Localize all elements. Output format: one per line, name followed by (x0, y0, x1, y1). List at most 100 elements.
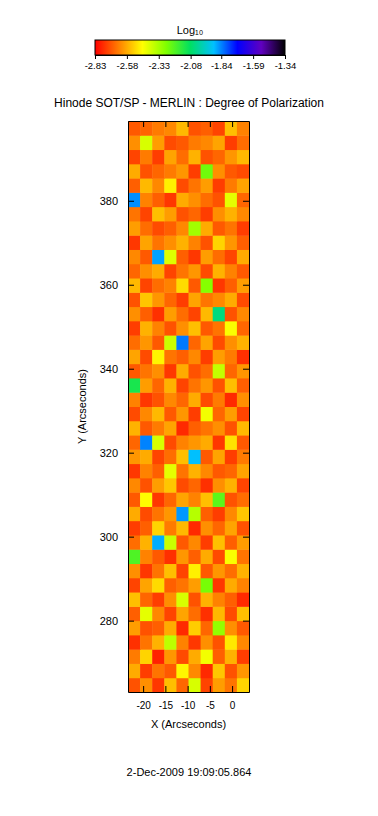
tick-mark (128, 285, 134, 286)
heatmap-cell (128, 592, 141, 607)
heatmap-cell (189, 506, 202, 521)
heatmap-cell (237, 235, 249, 250)
heatmap-cell (225, 621, 238, 636)
heatmap-cell (152, 621, 165, 636)
heatmap-cell (176, 478, 189, 493)
tick-mark (127, 55, 128, 59)
heatmap-cell (225, 335, 238, 350)
heatmap-cell (189, 221, 202, 236)
heatmap-cell (164, 464, 177, 479)
heatmap-cell (237, 621, 249, 636)
heatmap-cell (176, 649, 189, 664)
heatmap-cell (201, 492, 214, 507)
heatmap-cell (225, 492, 238, 507)
tick: -15 (159, 686, 174, 711)
heatmap-cell (152, 235, 165, 250)
heatmap-cell (164, 621, 177, 636)
heatmap-cell (140, 121, 153, 136)
tick-label: -1.84 (211, 60, 233, 71)
heatmap-cell (201, 678, 214, 692)
heatmap-cell (164, 421, 177, 436)
heatmap-cell (201, 649, 214, 664)
heatmap-cell (189, 492, 202, 507)
heatmap-cell (189, 135, 202, 150)
tick: 300 (100, 531, 134, 543)
heatmap-cell (201, 121, 214, 136)
tick-mark (143, 121, 144, 127)
heatmap-cell (225, 421, 238, 436)
heatmap-cell (189, 578, 202, 593)
heatmap-cell (189, 392, 202, 407)
heatmap-cell (213, 663, 226, 678)
tick: -1.34 (275, 55, 297, 71)
heatmap-cell (164, 435, 177, 450)
heatmap-cell (152, 392, 165, 407)
y-axis: 280300320340360380 (100, 122, 134, 693)
chart: -20-15-10-50280300320340360380X (Arcseco… (0, 0, 378, 816)
heatmap-cell (164, 135, 177, 150)
axis-line (129, 121, 250, 122)
heatmap-cell (128, 378, 141, 393)
tick (243, 369, 249, 370)
tick (243, 285, 249, 286)
heatmap-cell (140, 592, 153, 607)
heatmap-cell (164, 349, 177, 364)
heatmap-cell (152, 407, 165, 422)
heatmap-cell (213, 506, 226, 521)
tick: -2.83 (85, 55, 107, 71)
heatmap-cell (237, 392, 249, 407)
heatmap-cell (140, 606, 153, 621)
heatmap-cell (128, 435, 141, 450)
heatmap-cell (128, 249, 141, 264)
heatmap-cell (237, 407, 249, 422)
heatmap-cell (189, 349, 202, 364)
tick-mark (128, 369, 134, 370)
tick-label: -5 (206, 700, 215, 711)
tick: 380 (100, 195, 134, 207)
heatmap-cell (176, 549, 189, 564)
heatmap-cell (164, 278, 177, 293)
tick (243, 201, 249, 202)
heatmap-cell (201, 335, 214, 350)
heatmap-cell (140, 449, 153, 464)
heatmap-cell (164, 492, 177, 507)
heatmap-cell (189, 621, 202, 636)
heatmap-cell (164, 150, 177, 165)
x-axis: -20-15-10-50 (129, 686, 250, 711)
heatmap-cell (189, 407, 202, 422)
heatmap-cell (128, 535, 141, 550)
tick-mark (210, 686, 211, 692)
heatmap-cell (237, 449, 249, 464)
heatmap-cell (213, 535, 226, 550)
heatmap-cell (152, 578, 165, 593)
heatmap-cell (237, 592, 249, 607)
heatmap-cell (189, 164, 202, 179)
heatmap-cell (201, 407, 214, 422)
heatmap-cell (128, 335, 141, 350)
heatmap-cell (128, 606, 141, 621)
tick (243, 621, 249, 622)
heatmap-cell (237, 521, 249, 536)
heatmap-cell (237, 635, 249, 650)
heatmap-cell (237, 221, 249, 236)
tick-mark (243, 369, 249, 370)
heatmap-cell (164, 378, 177, 393)
heatmap-cell (225, 249, 238, 264)
subtitle: 2-Dec-2009 19:09:05.864 (127, 766, 252, 778)
heatmap-cell (152, 249, 165, 264)
heatmap-cell (140, 478, 153, 493)
tick-label: -1.34 (275, 60, 297, 71)
heatmap-cell (225, 150, 238, 165)
tick-mark (165, 686, 166, 692)
heatmap-cell (152, 449, 165, 464)
heatmap-cell (176, 207, 189, 222)
heatmap-cell (225, 663, 238, 678)
heatmap-cell (213, 649, 226, 664)
heatmap-cell (176, 421, 189, 436)
heatmap-cell (128, 292, 141, 307)
heatmap-cell (225, 278, 238, 293)
tick-label: 360 (100, 279, 118, 291)
heatmap-cell (201, 135, 214, 150)
heatmap-cell (225, 221, 238, 236)
heatmap-cell (189, 335, 202, 350)
